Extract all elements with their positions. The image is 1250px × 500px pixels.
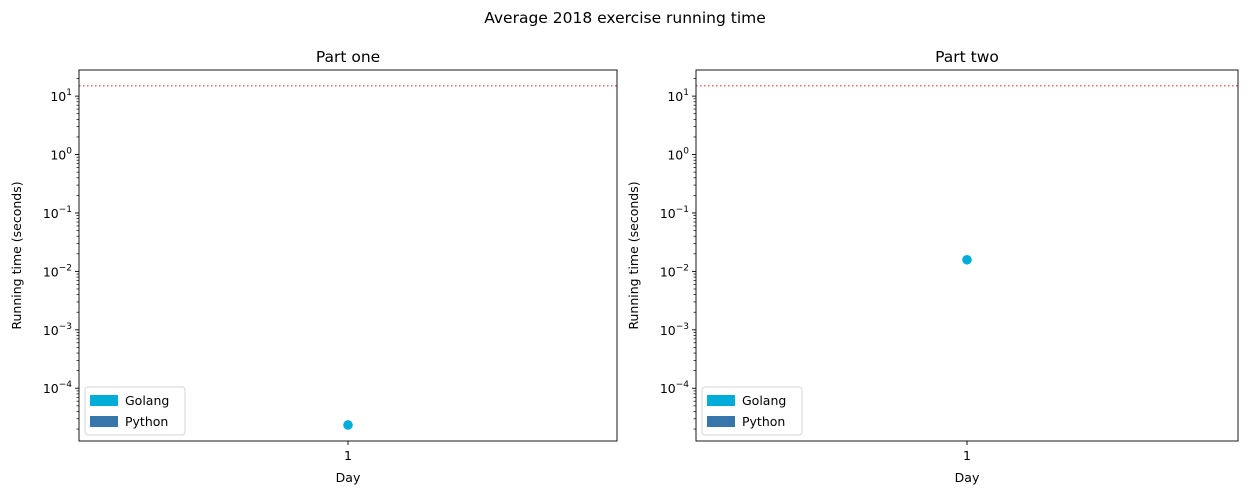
y-tick-label: 10−3	[660, 322, 689, 338]
y-tick-exponent: −2	[59, 263, 72, 273]
legend-label: Golang	[125, 393, 169, 408]
y-tick-label: 10−2	[660, 263, 689, 279]
x-tick-label: 1	[344, 448, 352, 463]
legend-swatch-golang	[90, 395, 118, 406]
y-tick-exponent: −1	[676, 205, 689, 215]
legend-swatch-golang	[707, 395, 735, 406]
y-tick-label: 10−2	[43, 263, 72, 279]
x-axis-label: Day	[955, 470, 980, 485]
y-tick-exponent: −4	[676, 380, 690, 390]
plot-area-frame	[78, 69, 618, 442]
y-axis-label: Running time (seconds)	[626, 181, 641, 329]
y-tick-label: 10−3	[43, 322, 72, 338]
legend-label: Python	[742, 414, 785, 429]
y-tick-base: 10	[43, 264, 59, 279]
y-tick-exponent: −3	[59, 322, 72, 332]
y-tick-exponent: 1	[683, 88, 689, 98]
y-tick-base: 10	[660, 264, 676, 279]
y-tick-label: 10−1	[43, 205, 72, 221]
y-tick-label: 100	[667, 147, 689, 163]
y-tick-base: 10	[667, 148, 683, 163]
subplot-part-one: Part one10−410−310−210−11001011DayRunnin…	[9, 48, 618, 485]
plot-area-frame	[695, 69, 1239, 442]
data-point-golang	[343, 420, 353, 430]
y-tick-label: 101	[667, 88, 689, 104]
y-tick-base: 10	[43, 206, 59, 221]
y-tick-base: 10	[660, 381, 676, 396]
y-tick-base: 10	[667, 89, 683, 104]
figure-suptitle: Average 2018 exercise running time	[484, 9, 766, 27]
y-tick-label: 10−1	[660, 205, 689, 221]
legend-swatch-python	[90, 416, 118, 427]
y-axis-label: Running time (seconds)	[9, 181, 24, 329]
y-tick-label: 10−4	[43, 380, 72, 396]
y-tick-label: 10−4	[660, 380, 689, 396]
y-tick-exponent: −4	[59, 380, 73, 390]
data-point-golang	[962, 254, 972, 265]
subplot-title: Part one	[316, 48, 380, 66]
x-axis-label: Day	[336, 470, 361, 485]
subplot-title: Part two	[935, 48, 999, 66]
y-tick-label: 100	[50, 147, 72, 163]
y-tick-base: 10	[43, 323, 59, 338]
y-tick-base: 10	[660, 323, 676, 338]
y-tick-base: 10	[50, 89, 66, 104]
y-tick-base: 10	[50, 148, 66, 163]
y-tick-base: 10	[43, 381, 59, 396]
y-tick-exponent: −3	[676, 322, 689, 332]
legend-label: Python	[125, 414, 168, 429]
x-tick-label: 1	[963, 448, 971, 463]
y-tick-exponent: −2	[676, 263, 689, 273]
legend-swatch-python	[707, 416, 735, 427]
legend-label: Golang	[742, 393, 786, 408]
subplot-part-two: Part two10−410−310−210−11001011DayRunnin…	[626, 48, 1239, 485]
y-tick-base: 10	[660, 206, 676, 221]
y-tick-label: 101	[50, 88, 72, 104]
y-tick-exponent: 0	[66, 147, 72, 157]
y-tick-exponent: 0	[683, 147, 689, 157]
y-tick-exponent: −1	[59, 205, 72, 215]
y-tick-exponent: 1	[66, 88, 72, 98]
